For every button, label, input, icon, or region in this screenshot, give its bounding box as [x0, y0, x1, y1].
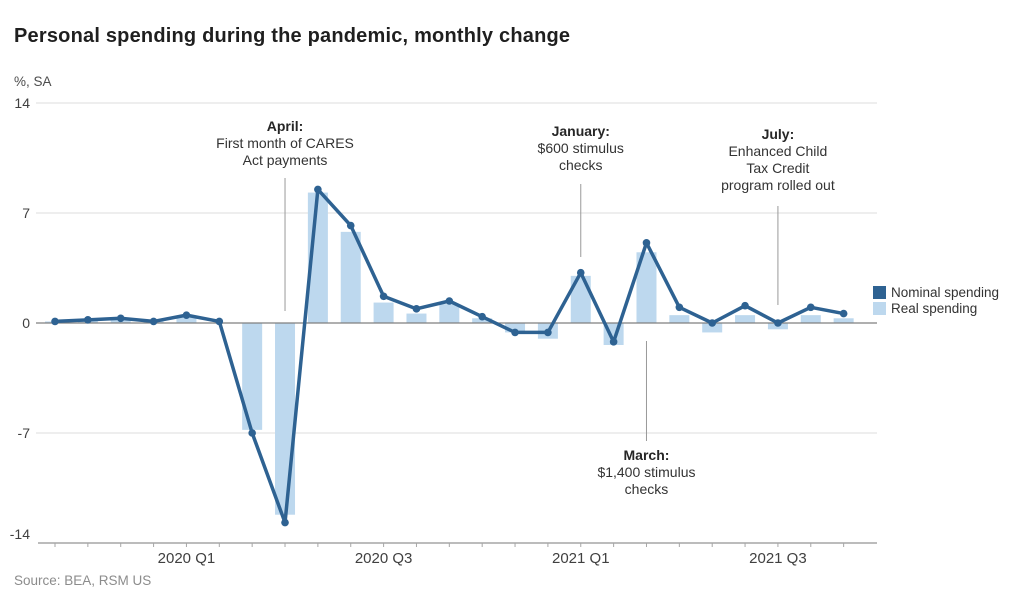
annotation-january: January: $600 stimulus checks: [538, 123, 624, 174]
annotation-april: April: First month of CARES Act payments: [216, 118, 354, 169]
bar-real-spending-apr-2020: [275, 323, 296, 515]
annotation-july-text: Enhanced Child: [728, 143, 828, 159]
bar-real-spending-may-2021: [702, 323, 723, 333]
bar-real-spending-mar-2020: [242, 323, 263, 430]
annotation-march: March: $1,400 stimulus checks: [597, 447, 695, 498]
nominal-point-feb-2020: [215, 317, 224, 326]
bar-real-spending-jan-2020: [176, 316, 197, 323]
annotation-april-text: Act payments: [242, 152, 328, 168]
nominal-point-dec-2020: [544, 328, 552, 337]
nominal-point-jan-2021: [576, 268, 585, 277]
nominal-spending-line: [53, 187, 846, 525]
nominal-point-jan-2020: [182, 311, 191, 319]
nominal-point-sep-2020: [445, 297, 454, 305]
nominal-point-nov-2019: [116, 314, 125, 323]
annotation-july-text: program rolled out: [721, 177, 835, 193]
bar-real-spending-mar-2021: [636, 252, 657, 323]
nominal-point-apr-2021: [675, 303, 684, 312]
nominal-point-apr-2020: [281, 518, 289, 527]
annotation-april-text: First month of CARES: [216, 135, 354, 151]
nominal-point-jul-2021: [774, 319, 782, 327]
bar-real-spending-jun-2021: [735, 315, 756, 323]
nominal-point-aug-2021: [806, 303, 815, 312]
x-tick-label-2020-q1: 2020 Q1: [158, 550, 216, 567]
nominal-point-mar-2020: [248, 429, 256, 437]
nominal-point-jun-2020: [346, 221, 355, 230]
legend-item-real: Real spending: [873, 300, 999, 316]
nominal-point-sep-2019: [51, 317, 59, 326]
x-tick-label-2020-q3: 2020 Q3: [355, 550, 413, 567]
bar-real-spending-apr-2021: [669, 315, 690, 323]
y-tick-label-7: 7: [22, 205, 30, 221]
nominal-point-may-2021: [708, 319, 716, 327]
legend-swatch-real: [873, 301, 886, 315]
annotation-march-title: March:: [623, 447, 670, 463]
nominal-point-dec-2019: [149, 317, 158, 326]
bar-real-spending-aug-2021: [800, 315, 821, 323]
bar-real-spending-aug-2020: [406, 313, 427, 323]
nominal-point-mar-2021: [642, 239, 651, 247]
y-tick-label--7: -7: [18, 425, 31, 441]
nominal-point-aug-2020: [412, 305, 421, 313]
legend: Nominal spending Real spending: [873, 284, 999, 316]
x-tick-label-2021-q3: 2021 Q3: [749, 550, 807, 567]
bar-real-spending-nov-2020: [505, 323, 526, 333]
nominal-point-jun-2021: [741, 301, 749, 310]
bar-real-spending-sep-2020: [439, 304, 460, 323]
nominal-point-may-2020: [314, 185, 322, 194]
annotation-july-title: July:: [761, 126, 795, 142]
legend-label-nominal: Nominal spending: [891, 284, 1000, 300]
chart-title: Personal spending during the pandemic, m…: [14, 25, 571, 47]
annotation-march-text: $1,400 stimulus: [597, 464, 696, 480]
x-tick-label-2021-q1: 2021 Q1: [552, 550, 610, 567]
annotation-january-text: $600 stimulus: [537, 140, 624, 156]
annotation-july: July: Enhanced Child Tax Credit program …: [721, 126, 835, 194]
legend-label-real: Real spending: [891, 300, 978, 316]
bar-real-spending-jul-2020: [373, 302, 394, 323]
nominal-point-oct-2020: [478, 312, 486, 321]
annotation-july-text: Tax Credit: [746, 160, 810, 176]
legend-item-nominal: Nominal spending: [873, 284, 999, 300]
nominal-point-jul-2020: [379, 292, 388, 301]
y-tick-label--14: -14: [10, 526, 30, 542]
nominal-point-feb-2021: [609, 338, 618, 346]
nominal-point-oct-2019: [84, 316, 92, 324]
nominal-point-nov-2020: [511, 328, 519, 337]
y-tick-label-14: 14: [14, 95, 30, 111]
y-tick-label-0: 0: [22, 315, 30, 331]
bar-real-spending-oct-2020: [472, 318, 493, 323]
nominal-point-sep-2021: [839, 309, 848, 318]
annotation-april-title: April:: [266, 118, 304, 134]
source-note: Source: BEA, RSM US: [14, 573, 152, 588]
annotation-january-text: checks: [558, 157, 603, 173]
y-axis-unit-label: %, SA: [14, 74, 52, 89]
bar-real-spending-jan-2021: [570, 275, 591, 323]
annotation-january-title: January:: [551, 123, 610, 139]
bar-real-spending-jun-2020: [340, 231, 361, 323]
bar-real-spending-sep-2021: [833, 318, 854, 323]
annotation-march-text: checks: [624, 481, 669, 497]
legend-swatch-nominal: [873, 285, 886, 299]
